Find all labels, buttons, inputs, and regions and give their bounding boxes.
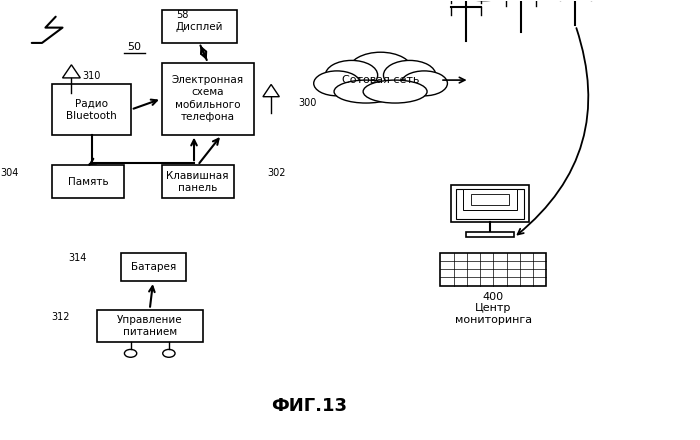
Circle shape bbox=[125, 349, 136, 357]
Text: Центр
мониторинга: Центр мониторинга bbox=[455, 303, 532, 326]
Ellipse shape bbox=[316, 51, 444, 110]
Text: Клавишная
панель: Клавишная панель bbox=[167, 171, 229, 193]
Text: 310: 310 bbox=[83, 71, 101, 81]
Bar bbox=[162, 165, 234, 198]
Text: 400: 400 bbox=[483, 292, 504, 302]
Text: Управление
питанием: Управление питанием bbox=[117, 315, 183, 337]
Bar bbox=[463, 189, 517, 210]
Text: 300: 300 bbox=[298, 98, 316, 107]
Bar bbox=[451, 185, 529, 222]
Text: 50: 50 bbox=[127, 42, 141, 51]
Text: Память: Память bbox=[68, 177, 108, 187]
Bar bbox=[466, 232, 514, 238]
Bar bbox=[440, 253, 547, 286]
Text: 312: 312 bbox=[52, 312, 70, 322]
Text: Радио
Bluetooth: Радио Bluetooth bbox=[66, 99, 117, 121]
Ellipse shape bbox=[363, 80, 427, 103]
Ellipse shape bbox=[314, 71, 360, 96]
Bar bbox=[456, 188, 524, 219]
Ellipse shape bbox=[334, 80, 398, 103]
Bar bbox=[471, 194, 509, 205]
Bar bbox=[162, 62, 254, 135]
Ellipse shape bbox=[384, 60, 436, 90]
Text: Дисплей: Дисплей bbox=[176, 22, 223, 32]
Text: 302: 302 bbox=[267, 168, 286, 177]
Circle shape bbox=[162, 349, 175, 357]
Text: 58: 58 bbox=[176, 10, 188, 20]
Bar bbox=[120, 253, 186, 281]
Bar bbox=[52, 165, 124, 198]
Ellipse shape bbox=[349, 52, 412, 88]
Text: Сотовая сеть: Сотовая сеть bbox=[342, 75, 419, 85]
Ellipse shape bbox=[401, 71, 447, 96]
Ellipse shape bbox=[326, 60, 378, 90]
Text: ФИГ.13: ФИГ.13 bbox=[271, 397, 346, 415]
Text: Батарея: Батарея bbox=[130, 262, 176, 272]
Bar bbox=[52, 84, 131, 135]
Text: 304: 304 bbox=[0, 168, 19, 177]
Bar bbox=[162, 10, 237, 43]
Text: 314: 314 bbox=[69, 253, 87, 263]
Text: Электронная
схема
мобильного
телефона: Электронная схема мобильного телефона bbox=[172, 75, 244, 122]
Bar bbox=[97, 310, 203, 342]
